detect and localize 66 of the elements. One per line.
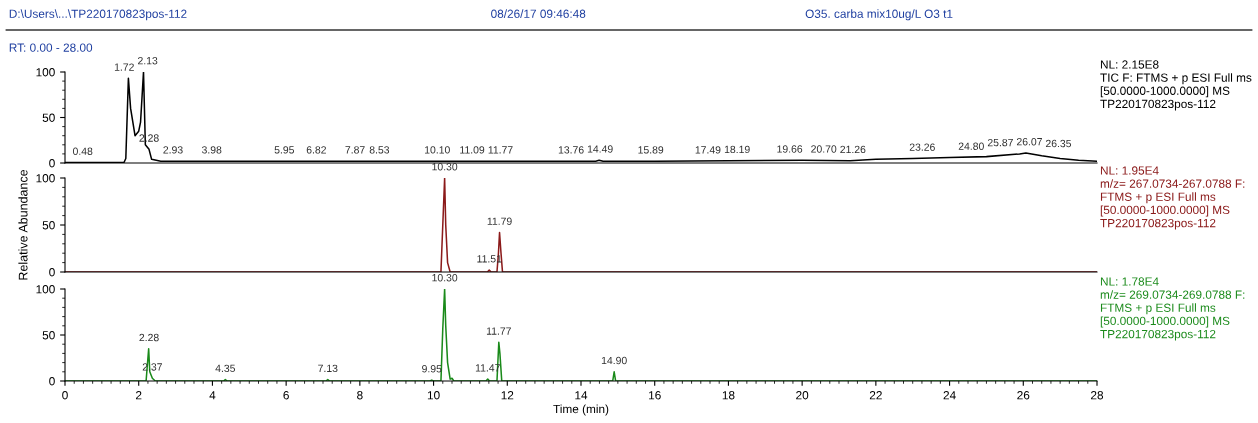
text: 08/26/17 09:46:48: [491, 9, 586, 18]
y-tick-label: 100: [36, 285, 55, 294]
annotation: 15.89: [638, 146, 664, 154]
annotation: 18.19: [724, 145, 750, 154]
annotation: 10.30: [432, 163, 458, 171]
x-tick-label: 20: [796, 391, 809, 400]
text: RT: 0.00 - 28.00: [9, 43, 93, 52]
annotation: 8.53: [369, 146, 390, 154]
annotation: 7.87: [345, 146, 365, 154]
annotation: 5.95: [274, 146, 294, 154]
annotation: 11.77: [488, 146, 513, 154]
y-axis-title: Relative Abundance: [18, 169, 28, 280]
annotation: 20.70: [811, 145, 837, 153]
x-tick-label: 16: [649, 391, 661, 400]
annotation: 2.28: [139, 333, 159, 342]
annotation: 26.35: [1045, 139, 1072, 148]
annotation: 10.10: [425, 146, 450, 154]
annotation: 7.13: [318, 364, 338, 373]
annotation: 19.66: [777, 145, 803, 153]
x-tick-label: 0: [62, 391, 68, 400]
annotation: 23.26: [909, 143, 935, 151]
y-tick-label: 100: [36, 68, 55, 77]
x-tick-label: 8: [357, 391, 363, 400]
annotation: 6.82: [306, 146, 326, 154]
annotation: 14.49: [587, 145, 613, 153]
annotation: 0.48: [72, 147, 93, 155]
x-tick-label: 28: [1091, 391, 1104, 400]
annotation: 2.13: [138, 57, 158, 65]
annotation: 2.93: [163, 146, 183, 154]
annotation: 21.26: [840, 145, 866, 154]
annotation: 14.90: [601, 356, 627, 365]
annotation: 17.49: [695, 146, 721, 154]
x-tick-label: 14: [575, 391, 588, 400]
text: D:\Users\...\TP220170823pos-112: [9, 9, 187, 21]
text: NL: 2.15E8 TIC F: FTMS + p ESI Full ms [50.0000-1000.0000] MS TP220170823pos-112: [1100, 60, 1252, 111]
y-tick-label: 0: [49, 268, 55, 277]
annotation: 1.72: [114, 63, 134, 71]
annotation: 26.07: [1016, 138, 1042, 146]
annotation: 10.30: [432, 274, 458, 282]
y-tick-label: 0: [49, 377, 55, 386]
y-tick-label: 50: [42, 113, 55, 122]
y-tick-label: 50: [42, 331, 55, 340]
annotation: 4.35: [215, 364, 236, 373]
x-tick-label: 6: [283, 391, 289, 400]
y-tick-label: 100: [36, 174, 55, 183]
x-tick-label: 10: [427, 391, 440, 400]
text: O35. carba mix10ug/L O3 t1: [805, 9, 953, 21]
annotation: 11.09: [460, 146, 485, 154]
annotation: 13.76: [558, 146, 584, 154]
annotation: 11.77: [486, 327, 511, 335]
x-tick-label: 24: [943, 391, 956, 400]
x-tick-label: 12: [501, 391, 514, 400]
y-tick-label: 50: [42, 221, 55, 230]
text: NL: 1.78E4 m/z= 269.0734-269.0788 F: FTMS + p ESI Full ms [50.0000-1000.0000] MS TP220170823pos-112: [1100, 277, 1245, 341]
x-tick-label: 22: [869, 391, 882, 400]
x-tick-label: 26: [1017, 391, 1030, 400]
annotation: 24.80: [958, 142, 984, 150]
x-axis-title: Time (min): [553, 404, 609, 416]
text: NL: 1.95E4 m/z= 267.0734-267.0788 F: FTMS + p ESI Full ms [50.0000-1000.0000] MS TP220170823pos-112: [1100, 166, 1245, 230]
x-tick-label: 2: [136, 391, 142, 400]
annotation: 11.79: [487, 217, 512, 225]
x-tick-label: 4: [209, 391, 216, 400]
y-tick-label: 0: [49, 159, 55, 168]
annotation: 25.87: [987, 138, 1013, 147]
x-tick-label: 18: [722, 391, 735, 400]
annotation: 3.98: [201, 146, 222, 154]
